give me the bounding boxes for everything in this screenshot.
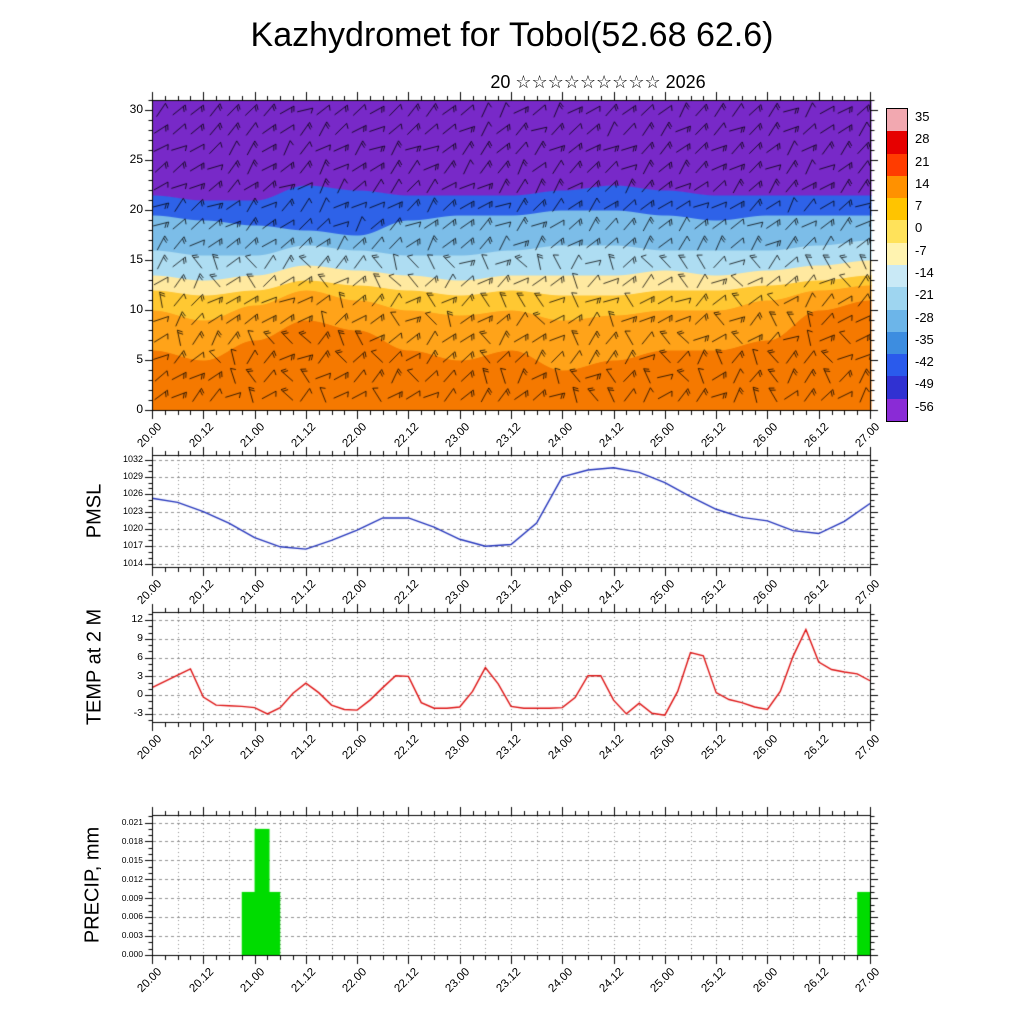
y-tick-label: -3 [133,707,143,720]
colorbar-label: -49 [915,376,934,392]
y-tick-label: 1014 [122,557,143,568]
temp-chart [136,596,886,738]
pmsl-chart [136,439,886,583]
colorbar-block [887,264,907,288]
colorbar-label: 14 [915,175,930,191]
y-tick-label: 25 [129,152,143,167]
temp-axis-title: TEMP at 2 M [83,608,106,726]
y-tick-label: 0.012 [121,873,143,884]
y-tick-label: 5 [136,352,143,367]
y-tick-label: 12 [131,613,143,626]
y-tick-label: 1029 [122,470,143,481]
y-tick-label: 0.003 [121,930,143,941]
colorbar-label: 0 [915,220,923,236]
y-tick-label: 0.018 [121,835,143,846]
colorbar-block [887,175,907,199]
colorbar-label: 28 [915,131,930,147]
colorbar-label: -7 [915,242,927,258]
y-tick-label: 0 [137,688,143,701]
y-tick-label: 1017 [122,540,143,551]
colorbar-block [887,220,907,243]
colorbar-label: -56 [915,398,934,414]
colorbar-block [887,242,907,265]
colorbar-block [887,354,907,377]
precip-axis-title: PRECIP, mm [81,826,104,944]
y-tick-label: 0.015 [121,854,143,865]
colorbar-label: -14 [915,265,934,280]
y-tick-label: 0.000 [121,949,143,960]
colorbar-block [887,153,907,176]
temperature-colorbar [886,108,908,422]
colorbar-block [887,309,907,332]
colorbar-block [887,398,907,421]
y-tick-label: 1020 [122,522,143,533]
precip-chart [136,799,886,971]
colorbar-label: -35 [915,331,934,347]
y-tick-label: 0 [136,402,143,417]
colorbar-label: -42 [915,354,934,370]
colorbar-label: 21 [915,153,930,169]
y-tick-label: 3 [137,669,143,682]
colorbar-block [887,198,907,221]
colorbar-label: 35 [915,109,930,124]
y-tick-label: 15 [129,252,143,267]
y-tick-label: 0.009 [121,892,143,903]
y-tick-label: 1032 [122,453,143,464]
y-tick-label: 1023 [122,505,143,516]
colorbar-label: -21 [915,287,934,303]
colorbar-block [887,376,907,399]
colorbar-block [887,287,907,310]
colorbar-block [887,131,907,154]
y-tick-label: 30 [129,102,143,117]
y-tick-label: 10 [129,302,143,317]
y-tick-label: 9 [137,632,143,645]
colorbar-label: -28 [915,309,934,325]
pmsl-axis-title: PMSL [83,483,106,539]
y-tick-label: 1026 [122,488,143,499]
y-tick-label: 20 [129,202,143,217]
page-title: Kazhydromet for Tobol(52.68 62.6) [250,16,774,54]
y-tick-label: 0.021 [121,816,143,827]
colorbar-block [887,331,907,355]
cross-section-chart [136,84,886,426]
y-tick-label: 6 [137,650,143,663]
colorbar-block [887,109,907,132]
colorbar-label: 7 [915,198,923,214]
y-tick-label: 0.006 [121,911,143,922]
